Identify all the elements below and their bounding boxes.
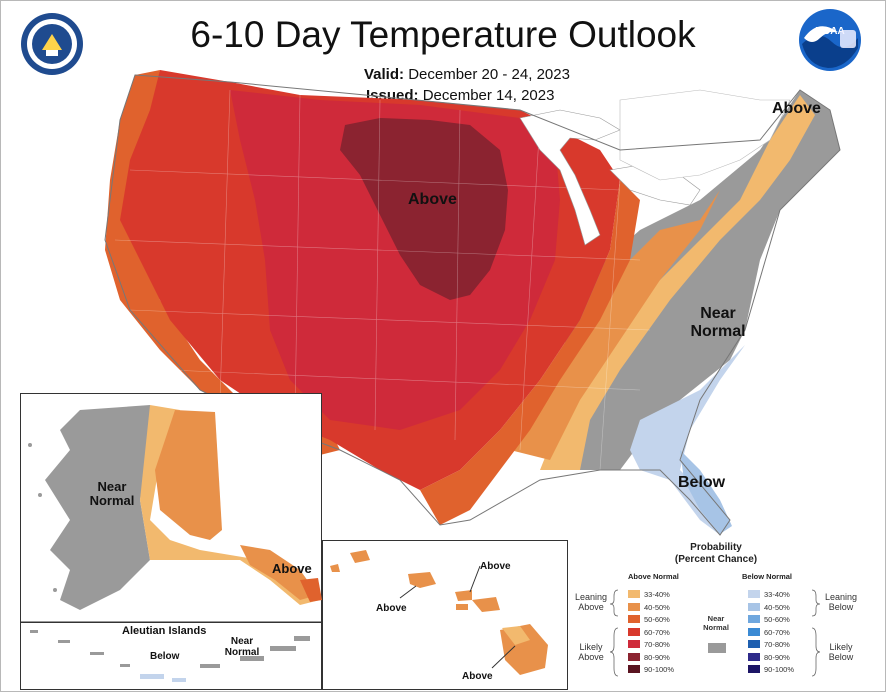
zone-below-florida [680,450,732,534]
aleutian-title: Aleutian Islands [122,625,207,637]
likely-above-1: Likely [579,642,603,652]
issued-date: December 14, 2023 [422,87,555,104]
legend-likely-above: Likely Above [568,642,614,663]
legend-above-swatch [628,615,640,623]
leaning-below-1: Leaning [824,592,858,602]
hawaii-above-label-2: Above [376,603,407,614]
label-normal: Normal [690,322,746,340]
aleutian-near: Near [230,636,254,647]
alaska-near: Near [97,479,127,494]
legend-title-2: (Percent Chance) [674,554,758,565]
leaning-above-2: Above [578,602,604,613]
legend-below-pct-label: 60-70% [764,627,790,637]
legend-above-swatch [628,665,640,673]
zone-above-50-60-east [420,180,640,525]
legend-normal: Normal [703,622,729,632]
legend-above-pct-label: 70-80% [644,640,670,649]
legend-above-swatch [628,602,640,611]
hawaii-above-label-1: Above [480,561,511,572]
label-above-northeast: Above [772,100,821,117]
likely-above-2: Above [578,652,604,663]
hawaii-above-label-3: Above [462,671,493,682]
aleutian-normal: Normal [224,647,260,658]
legend-leaning-above: Leaning Above [568,592,614,613]
legend-title-1: Probability [690,542,742,553]
label-near: Near [700,305,736,322]
legend-above-swatch [628,627,640,636]
legend-above-pct-label: 33-40% [644,590,670,599]
legend-near: Near [707,614,725,623]
aleutian-below-label: Below [150,651,180,662]
legend-below-pct-label: 90-100% [764,665,795,674]
label-below: Below [678,474,726,491]
legend-below-pct-label: 40-50% [764,602,790,612]
aleutian-near-normal-label: Near Normal [222,636,262,658]
zone-above-50-60-west [105,70,340,460]
legend-near-normal-label: Near Normal [696,614,736,632]
legend-below-pct-label: 33-40% [764,590,790,599]
legend-below-swatch [748,665,760,673]
legend-above-pct-label: 50-60% [644,615,670,624]
alaska-normal: Normal [89,493,135,509]
legend-likely-below: Likely Below [818,642,864,663]
legend-above-swatch [628,640,640,648]
leaning-below-2: Below [828,602,854,613]
legend-above-pct-label: 80-90% [644,652,670,662]
likely-below-2: Below [828,652,854,663]
legend-braces [609,589,821,677]
noaa-logo-icon: NOAA [799,9,861,71]
legend-above-header: Above Normal [628,572,679,581]
legend-below-swatch [748,640,760,648]
legend-above-pct-label: 90-100% [644,665,675,674]
valid-label: Valid: [364,66,405,83]
zone-below [630,345,745,535]
alaska-above-label: Above [272,561,312,576]
legend-below-swatch [748,652,760,661]
alaska-near-normal-label: Near Normal [82,479,142,509]
legend-above-swatch [628,652,640,661]
legend-below-pct-label: 70-80% [764,640,790,649]
legend-leaning-below: Leaning Below [818,592,864,613]
legend-near-normal-swatch [708,643,726,653]
legend-below-swatch [748,615,760,623]
legend-below-header: Below Normal [742,572,793,581]
zone-above-80-90 [340,118,508,300]
legend-below-swatch [748,602,760,611]
label-above-center: Above [408,191,457,208]
legend-below-pct-label: 50-60% [764,615,790,624]
page-title: 6-10 Day Temperature Outlook [190,14,696,55]
legend-above-pct-label: 60-70% [644,627,670,637]
legend-above-pct-label: 40-50% [644,602,670,612]
svg-text:NOAA: NOAA [815,26,844,37]
legend: Probability (Percent Chance) Above Norma… [566,540,866,690]
legend-below-pct-label: 80-90% [764,652,790,662]
aleutian-inset [20,622,322,690]
legend-below-swatch [748,627,760,636]
commerce-seal-icon [21,13,83,75]
valid-line: Valid: December 20 - 24, 2023 [364,66,570,83]
legend-below-swatch [748,590,760,598]
zone-above-33-40 [540,95,815,470]
great-lakes [519,109,621,246]
zone-above-40-50 [510,190,720,460]
label-near-normal: Near Normal [678,305,758,340]
legend-title: Probability (Percent Chance) [646,542,786,566]
likely-below-1: Likely [829,642,853,652]
legend-above-swatch [628,590,640,598]
leaning-above-1: Leaning [574,592,608,602]
valid-dates: December 20 - 24, 2023 [408,66,570,83]
